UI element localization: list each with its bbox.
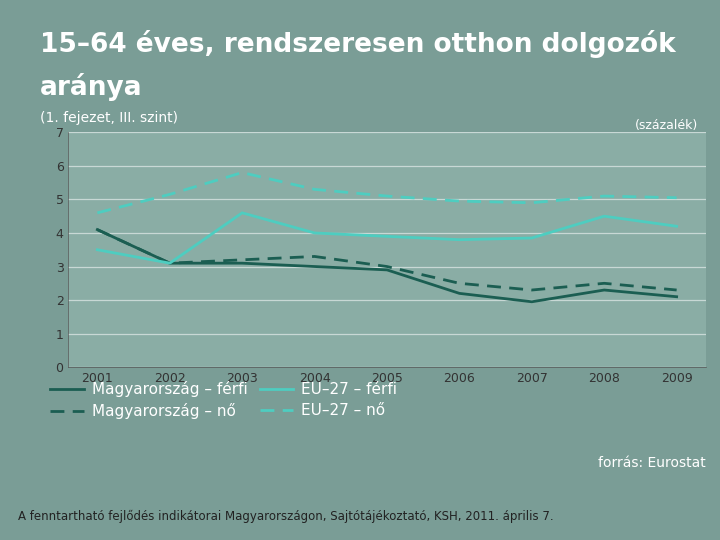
Text: (százalék): (százalék) xyxy=(635,119,698,132)
Text: aránya: aránya xyxy=(40,73,143,101)
Legend: Magyarország – férfi, Magyarország – nő, EU–27 – férfi, EU–27 – nő: Magyarország – férfi, Magyarország – nő,… xyxy=(50,381,397,419)
Text: forrás: Eurostat: forrás: Eurostat xyxy=(598,456,706,470)
Text: A fenntartható fejlődés indikátorai Magyarországon, Sajtótájékoztató, KSH, 2011.: A fenntartható fejlődés indikátorai Magy… xyxy=(18,510,554,523)
Text: 15–64 éves, rendszeresen otthon dolgozók: 15–64 éves, rendszeresen otthon dolgozók xyxy=(40,30,675,58)
Text: (1. fejezet, III. szint): (1. fejezet, III. szint) xyxy=(40,111,178,125)
